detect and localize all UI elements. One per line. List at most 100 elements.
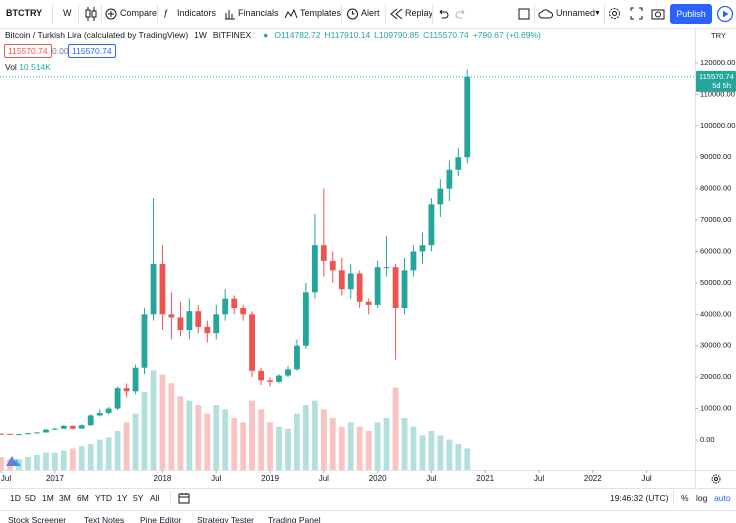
volume-bar [455,444,462,470]
candle-body [392,267,399,309]
candle-body [123,388,130,392]
x-tick-label: 2021 [476,474,494,483]
candle-body [249,314,255,371]
volume-bar [267,422,273,470]
y-tick-label: 0.00 [700,435,715,444]
candle-body [437,188,444,205]
compare-button[interactable]: Compare [120,8,158,18]
y-tick-label: 20000.00 [700,372,731,381]
candle-body [455,157,462,170]
volume-bar [159,374,166,470]
volume-bar [249,400,255,470]
bottom-tab[interactable]: Pine Editor [140,515,182,523]
x-tick-label: 2020 [369,474,387,483]
candle-body [231,298,238,309]
range-button[interactable]: 6M [77,493,89,503]
log-toggle[interactable]: log [696,493,708,503]
candle-body [383,267,390,269]
x-tick-label: 2019 [261,474,279,483]
settings-icon[interactable] [608,7,621,20]
auto-toggle[interactable]: auto [714,493,731,503]
alert-button[interactable]: Alert [361,8,380,18]
range-button[interactable]: 1Y [117,493,128,503]
candle-body [69,425,76,429]
candle-body [213,314,220,334]
bottom-tab[interactable]: Stock Screener [8,515,67,523]
volume-bar [222,409,229,470]
chart-style-icon[interactable] [84,6,98,22]
layout-name[interactable]: Unnamed [556,8,596,18]
candle-body [302,292,309,346]
candle-body [150,264,157,315]
volume-bars [0,370,471,470]
templates-button[interactable]: Templates [300,8,342,18]
range-button[interactable]: YTD [95,493,112,503]
financials-button[interactable]: Financials [238,8,279,18]
percent-toggle[interactable]: % [681,493,689,503]
candle-body [311,245,318,293]
legend-line: Bitcoin / Turkish Lira (calculated by Tr… [5,30,541,40]
volume-bar [33,454,40,470]
range-button[interactable]: 5Y [133,493,144,503]
volume-bar [123,422,130,470]
range-button[interactable]: 1D [10,493,21,503]
symbol[interactable]: BTCTRY [6,8,43,18]
candle-body [276,375,282,382]
range-button[interactable]: All [150,493,160,503]
y-tick-label: 90000.00 [700,152,731,161]
range-button[interactable]: 3M [59,493,71,503]
undo-redo[interactable] [437,8,467,20]
candle-body [168,314,175,318]
volume-bar [365,431,372,470]
volume-bar [383,418,390,470]
volume-bar [240,422,247,470]
last-price-tag [696,70,736,92]
volume-bar [16,459,22,470]
buy-price[interactable]: 115570.74 [68,44,116,58]
volume-bar [60,450,67,470]
countdown: 5d 5h [712,81,731,90]
range-button[interactable]: 1M [42,493,54,503]
interval-button[interactable]: W [63,8,72,18]
candle-body [338,270,345,290]
play-button[interactable] [716,5,734,23]
volume-bar [186,400,193,470]
sell-price[interactable]: 115570.74 [4,44,52,58]
layout-icon[interactable] [518,8,530,20]
legend-title: Bitcoin / Turkish Lira (calculated by Tr… [5,30,189,40]
fullscreen-icon[interactable] [630,7,643,20]
replay-button[interactable]: Replay [405,8,434,18]
volume-bar [285,428,291,470]
volume-bar [231,418,238,470]
snapshot-icon[interactable] [651,7,665,20]
range-button[interactable]: 5D [25,493,36,503]
indicators-button[interactable]: Indicators [177,8,217,18]
bottom-tab[interactable]: Text Notes [84,515,125,523]
legend-low: L109790.85 [374,30,420,40]
y-tick-label: 50000.00 [700,278,731,287]
bottom-tab[interactable]: Trading Panel [268,515,321,523]
candle-body [60,425,67,429]
candle-body [33,432,40,434]
clock: 19:46:32 (UTC) [610,493,669,503]
publish-button[interactable]: Publish [670,4,712,24]
candle-body [374,267,381,305]
candle-body [356,273,363,302]
bottom-tab[interactable]: Strategy Tester [197,515,255,523]
volume-bar [7,459,13,470]
volume-bar [302,405,309,470]
candle-body [419,245,426,252]
y-tick-label: 70000.00 [700,215,731,224]
candle-body [105,408,112,413]
date-range-icon[interactable] [178,492,190,504]
candle-body [25,433,31,435]
indicators-icon: ƒ [163,8,169,18]
dropdown-arrow[interactable]: ▼ [594,10,601,17]
replay-icon [390,8,403,20]
templates-icon [284,8,298,19]
candle-body [320,245,327,261]
axis-settings[interactable] [711,474,721,484]
y-tick-label: 30000.00 [700,341,731,350]
volume-bar [0,457,4,470]
